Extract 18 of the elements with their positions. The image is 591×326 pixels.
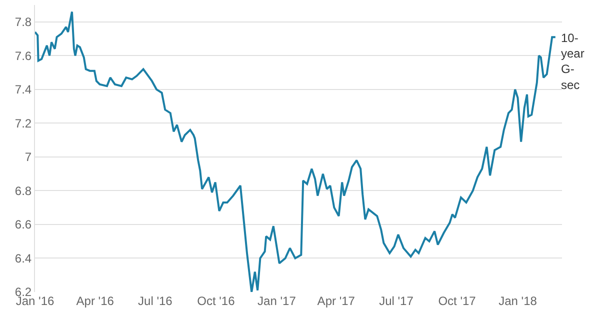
x-tick-label: Apr '16: [76, 294, 114, 308]
y-tick-label: 7.6: [14, 48, 32, 63]
x-tick-label: Jan '17: [258, 294, 296, 308]
x-tick-label: Apr '17: [317, 294, 356, 308]
y-tick-label: 7.4: [14, 82, 32, 97]
x-tick-label: Jul '17: [379, 294, 414, 308]
x-tick-label: Oct '16: [197, 294, 236, 308]
series-label: 10-year G-sec: [561, 31, 584, 92]
y-tick-label: 7: [24, 150, 32, 164]
x-tick-label: Jan '18: [498, 294, 538, 308]
y-tick-label: 6.6: [14, 218, 32, 232]
y-tick-label: 6.8: [14, 184, 32, 198]
x-tick-label: Oct '17: [438, 294, 476, 308]
x-tick-label: Jul '16: [138, 294, 173, 308]
line-series: [35, 10, 556, 292]
y-tick-label: 7.8: [14, 15, 32, 30]
y-tick-label: 7.2: [14, 116, 32, 130]
y-tick-label: 6.4: [14, 251, 32, 266]
